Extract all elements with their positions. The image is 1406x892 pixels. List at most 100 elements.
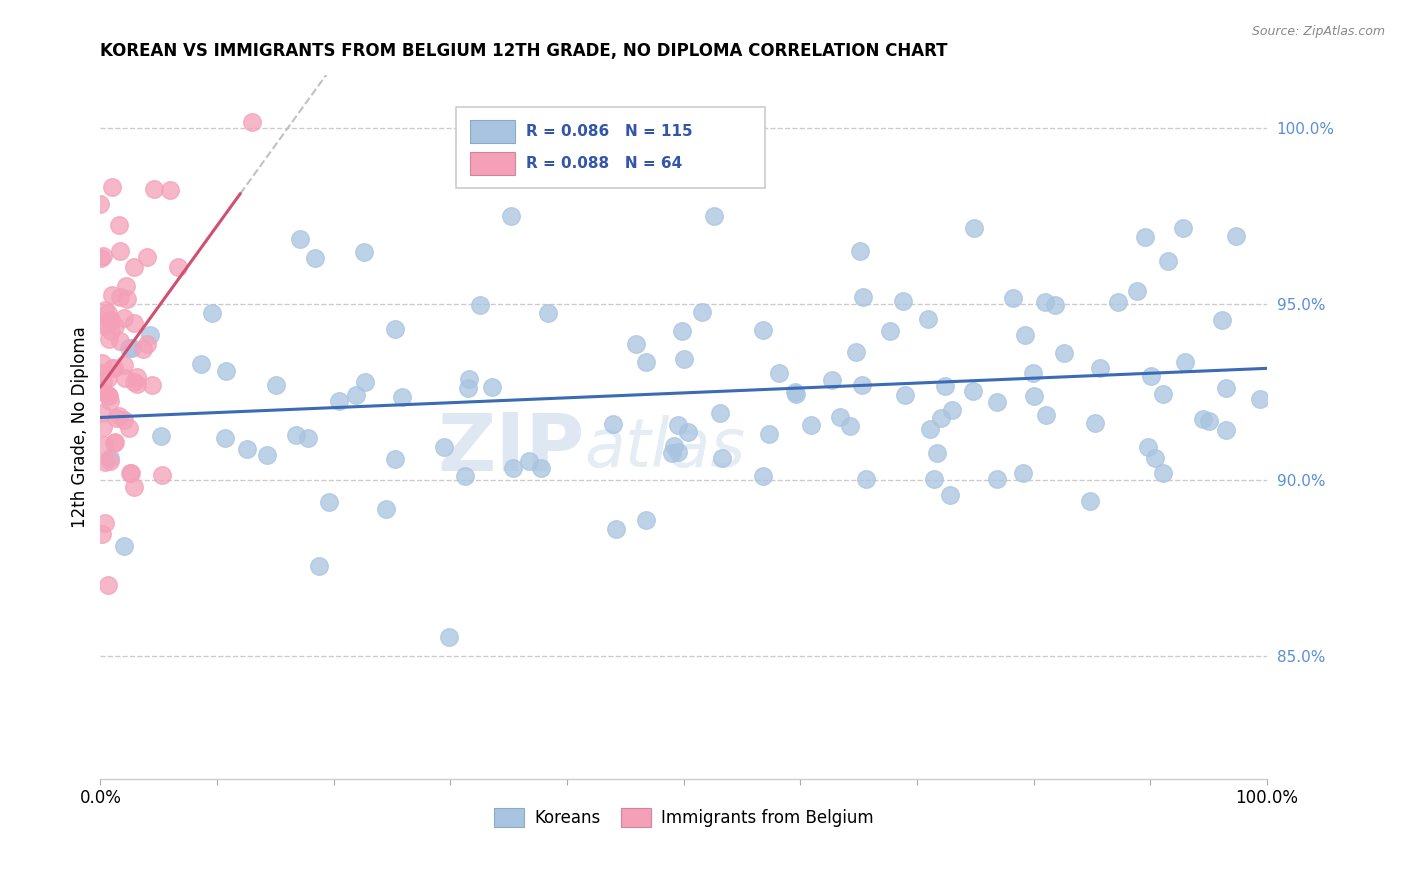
Point (922, 472, 945, 486)
Point (917, 312, 939, 326)
Point (391, 390, 413, 404)
Point (1033, 294, 1056, 309)
Point (1001, 291, 1024, 305)
Point (1084, 416, 1107, 430)
Point (94, 455, 117, 469)
Point (114, 371, 136, 385)
Point (93, 438, 115, 452)
Point (115, 279, 138, 293)
Point (1080, 494, 1102, 508)
Point (167, 260, 190, 274)
Y-axis label: 12th Grade, No Diploma: 12th Grade, No Diploma (72, 326, 89, 528)
Point (893, 388, 915, 402)
Point (97, 370, 120, 384)
Point (636, 355, 658, 369)
Text: atlas: atlas (585, 415, 745, 481)
Point (114, 310, 136, 325)
Point (127, 377, 149, 392)
Point (90, 366, 112, 380)
Point (131, 343, 153, 357)
Point (121, 341, 143, 355)
Point (851, 377, 873, 392)
Point (93, 302, 115, 317)
Point (112, 358, 135, 372)
Point (1215, 423, 1237, 437)
Point (934, 379, 956, 393)
Point (90, 251, 112, 265)
Point (214, 431, 236, 445)
Point (666, 418, 689, 433)
Point (454, 469, 477, 483)
Point (93, 319, 115, 334)
Point (962, 384, 984, 398)
Point (104, 435, 127, 450)
Point (344, 388, 367, 402)
Point (118, 466, 141, 480)
Point (240, 114, 263, 128)
Point (1126, 284, 1149, 298)
Point (671, 324, 693, 338)
Point (108, 409, 131, 423)
Point (103, 436, 125, 450)
Point (89, 197, 111, 211)
Point (101, 287, 124, 301)
Point (108, 334, 131, 348)
Point (236, 442, 259, 456)
Point (703, 209, 725, 223)
Point (481, 380, 503, 394)
Point (353, 245, 375, 260)
Point (939, 488, 962, 502)
Point (891, 293, 914, 308)
Point (107, 218, 129, 232)
Point (1035, 409, 1057, 423)
Point (115, 292, 138, 306)
Point (328, 393, 350, 408)
Point (100, 454, 122, 468)
Point (800, 417, 823, 432)
Point (941, 402, 963, 417)
Point (93, 516, 115, 530)
Point (100, 179, 122, 194)
FancyBboxPatch shape (470, 152, 515, 175)
Text: R = 0.088   N = 64: R = 0.088 N = 64 (526, 156, 682, 170)
Point (118, 341, 141, 355)
Point (141, 377, 163, 392)
Point (120, 466, 142, 480)
Point (672, 351, 695, 366)
Point (308, 559, 330, 574)
Point (927, 446, 949, 460)
Point (1107, 295, 1129, 310)
Point (94, 386, 117, 401)
Point (1143, 450, 1166, 465)
Point (502, 460, 524, 475)
Point (297, 431, 319, 445)
Point (1024, 389, 1046, 403)
Point (1137, 440, 1160, 454)
Point (135, 250, 157, 264)
Point (986, 394, 1008, 409)
Point (666, 445, 689, 459)
Point (91, 526, 114, 541)
Point (256, 448, 278, 462)
Point (98, 390, 121, 404)
Point (98, 393, 121, 408)
Point (108, 290, 131, 304)
Point (963, 220, 986, 235)
Point (149, 429, 172, 443)
Point (1198, 414, 1220, 428)
Point (1157, 253, 1180, 268)
Point (458, 372, 481, 386)
Point (751, 323, 773, 337)
Point (97, 306, 120, 320)
Point (353, 376, 375, 390)
Point (103, 361, 125, 376)
Point (98, 313, 121, 327)
Point (118, 421, 141, 435)
Point (848, 244, 870, 259)
Text: Source: ZipAtlas.com: Source: ZipAtlas.com (1251, 25, 1385, 38)
Point (136, 336, 159, 351)
Point (437, 631, 460, 645)
Point (285, 427, 308, 442)
Point (457, 381, 479, 395)
Point (112, 413, 135, 427)
